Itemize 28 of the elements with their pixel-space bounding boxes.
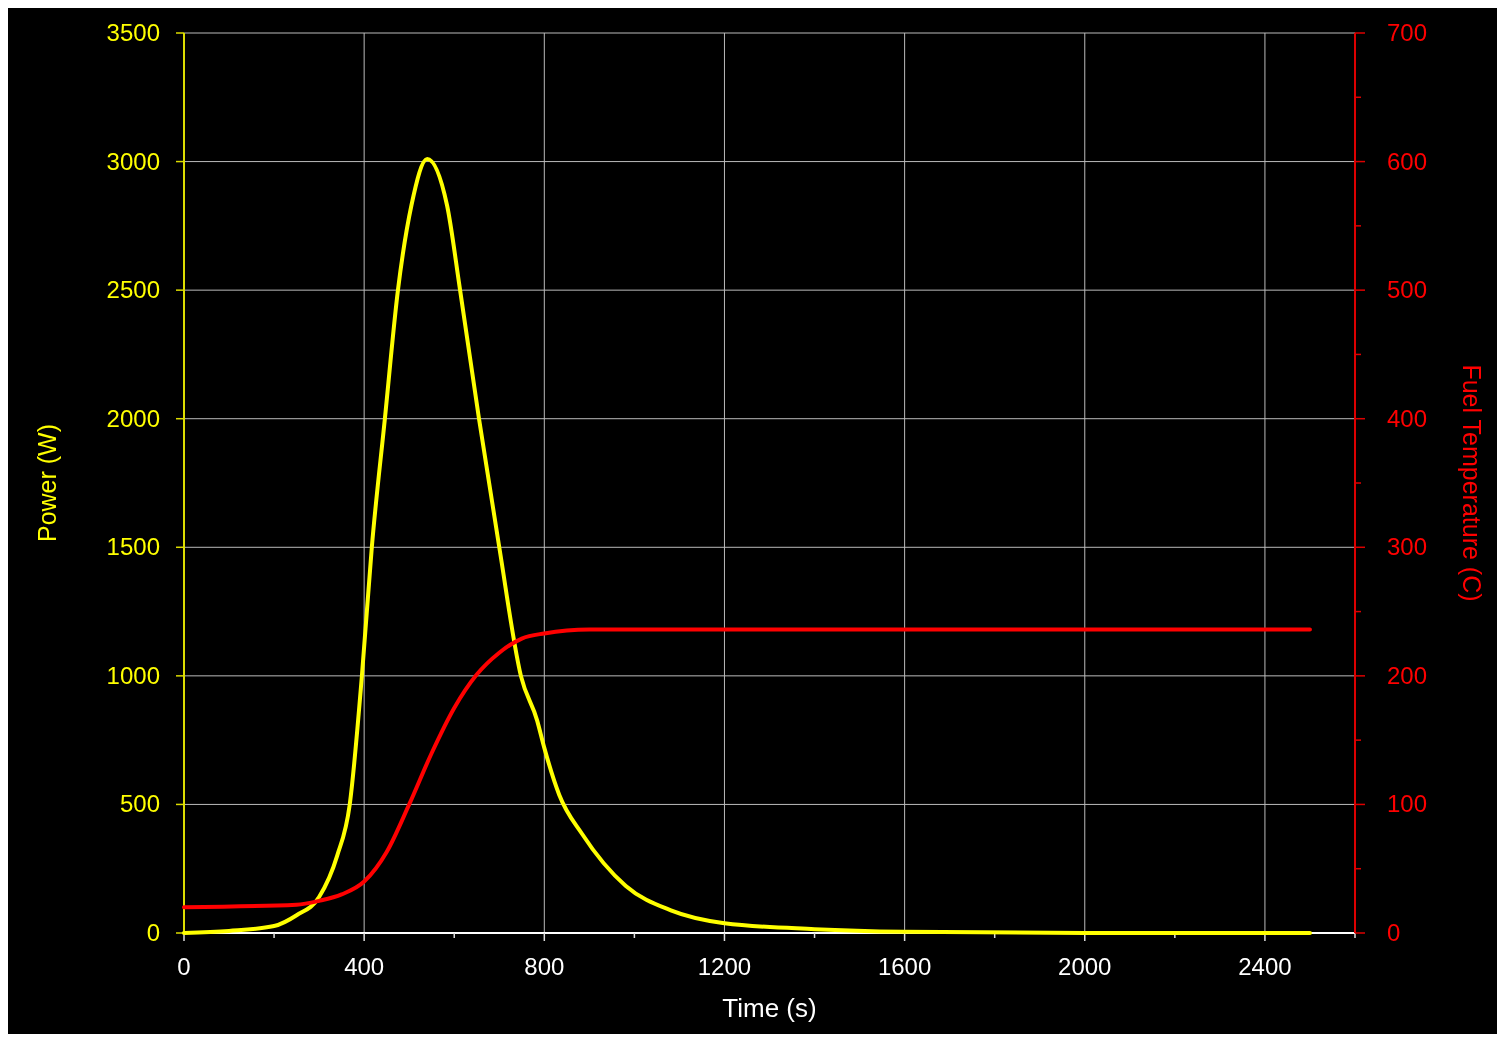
y-tick-label: 3500 xyxy=(106,19,160,46)
y-tick-label: 3000 xyxy=(106,147,160,175)
y2-tick-label: 500 xyxy=(1387,276,1428,304)
x-tick-label: 800 xyxy=(524,953,565,980)
y2-tick-label: 300 xyxy=(1387,533,1428,561)
x-tick-label: 2000 xyxy=(1058,953,1112,980)
line-series xyxy=(182,627,1312,910)
y-axis-title: Power (W) xyxy=(33,423,61,543)
x-axis-title: Time (s) xyxy=(722,993,817,1023)
y2-tick-label: 100 xyxy=(1387,790,1428,818)
y2-tick-label: 600 xyxy=(1387,147,1428,175)
x-tick-label: 1600 xyxy=(877,953,932,980)
x-tick-label: 1200 xyxy=(697,953,752,980)
y2-axis-title: Fuel Temperature (C) xyxy=(1458,364,1486,602)
y2-tick-label: 200 xyxy=(1387,661,1428,689)
y-tick-label: 0 xyxy=(146,919,160,946)
x-tick-label: 400 xyxy=(344,953,385,980)
line-series xyxy=(182,157,1312,935)
y-tick-label: 1500 xyxy=(106,533,160,561)
y-tick-label: 2000 xyxy=(106,404,160,432)
y-tick-label: 2500 xyxy=(106,276,160,304)
y-tick-label: 1000 xyxy=(106,661,160,689)
y2-tick-label: 700 xyxy=(1387,19,1428,46)
x-tick-label: 0 xyxy=(177,953,191,980)
y2-tick-label: 400 xyxy=(1387,404,1428,432)
y-tick-label: 500 xyxy=(119,790,160,818)
x-tick-label: 2400 xyxy=(1238,953,1292,980)
y2-tick-label: 0 xyxy=(1387,919,1401,946)
